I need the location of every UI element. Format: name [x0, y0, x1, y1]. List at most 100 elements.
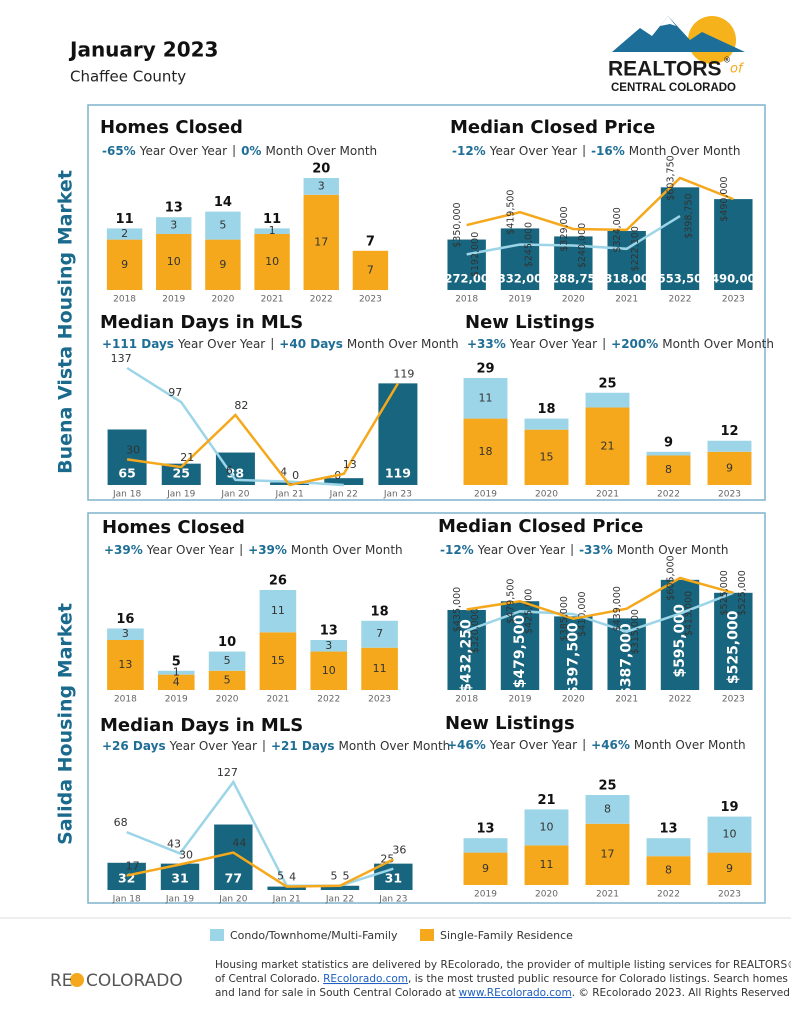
x-tick-label: 2020	[562, 295, 585, 305]
line-label: 119	[393, 367, 414, 380]
line-label: $413,000	[684, 591, 695, 636]
total-label: 25	[598, 376, 616, 391]
line-label: 82	[234, 399, 248, 412]
subtitle-text: Month Over Month	[629, 144, 741, 158]
x-tick-label: 2023	[359, 295, 382, 305]
total-label: 18	[371, 604, 389, 619]
x-tick-label: 2023	[722, 295, 745, 305]
line-label: 68	[114, 816, 128, 829]
chart-subtitle: +40 Days Month Over Month	[279, 337, 458, 351]
line-label: 5	[277, 870, 284, 883]
bar-segment	[205, 211, 241, 240]
segment-label: 3	[325, 639, 332, 652]
chart-subtitle: +21 Days Month Over Month	[271, 739, 450, 753]
line-label: $245,000	[524, 222, 535, 267]
bar	[374, 863, 413, 890]
x-tick-label: Jan 19	[165, 895, 194, 905]
bar-segment	[585, 407, 630, 485]
logo-of: of	[730, 62, 745, 77]
subtitle-text: Month Over Month	[347, 337, 459, 351]
total-label: 10	[218, 635, 236, 650]
bar-segment	[524, 418, 569, 430]
x-tick-label: 2018	[455, 295, 478, 305]
segment-label: 8	[665, 463, 672, 476]
bar-label: 31	[385, 871, 402, 886]
bar-segment	[524, 809, 569, 846]
total-label: 12	[720, 424, 738, 439]
subtitle-text: Month Over Month	[634, 738, 746, 752]
x-tick-label: 2022	[657, 890, 680, 900]
line-label: $603,750	[666, 155, 677, 200]
footer-link: REcolorado.com	[323, 973, 408, 985]
x-tick-label: 2022	[657, 490, 680, 500]
footer-span: Housing market statistics are delivered …	[215, 959, 791, 971]
chart-title: Median Closed Price	[438, 516, 643, 537]
bar	[660, 187, 700, 290]
bar-label: $288,750	[543, 272, 603, 286]
subtitle-text: Year Over Year	[509, 337, 597, 351]
chart-subtitle: -65% Year Over Year	[102, 144, 227, 158]
bar-segment	[585, 392, 630, 408]
segment-label: 10	[540, 820, 554, 833]
bar-label: 119	[385, 466, 411, 481]
chart-subtitle: +26 Days Year Over Year	[102, 739, 257, 753]
bar-label: 25	[173, 466, 190, 481]
line-label: 6	[226, 464, 233, 477]
subtitle-text: Year Over Year	[169, 739, 257, 753]
line-label: 44	[232, 837, 246, 850]
bar	[607, 618, 646, 690]
bar-segment	[157, 674, 195, 690]
bar	[267, 886, 306, 890]
chart-subtitle: +200% Month Over Month	[611, 337, 774, 351]
segment-label: 4	[173, 675, 180, 688]
realtors-logo: REALTORS ® of CENTRAL COLORADO	[608, 16, 745, 94]
x-tick-label: 2020	[535, 490, 558, 500]
subtitle-text: Year Over Year	[146, 543, 234, 557]
bar-segment	[646, 856, 691, 885]
bar-segment	[208, 670, 246, 690]
bar-segment	[259, 632, 297, 690]
logo-region: CENTRAL COLORADO	[611, 82, 736, 94]
segment-label: 9	[121, 258, 128, 271]
subtitle-value: -12%	[440, 543, 474, 557]
segment-label: 9	[726, 862, 733, 875]
segment-label: 1	[269, 224, 276, 237]
line-label: 5	[331, 870, 338, 883]
segment-label: 10	[167, 255, 181, 268]
line-label: $525,000	[719, 570, 730, 615]
segment-label: 7	[376, 627, 383, 640]
subtitle-value: -65%	[102, 144, 136, 158]
segment-label: 8	[604, 802, 611, 815]
bar-label: $272,000	[436, 272, 496, 286]
segment-label: 17	[601, 847, 615, 860]
line-label: $605,000	[666, 555, 677, 600]
total-label: 13	[476, 822, 494, 837]
chart-title: Median Closed Price	[450, 117, 655, 138]
logo-name: REALTORS	[608, 58, 722, 81]
bar-segment	[463, 418, 508, 485]
bar-segment	[106, 239, 143, 290]
x-tick-label: Jan 18	[112, 490, 141, 500]
segment-label: 21	[601, 439, 615, 452]
line	[126, 779, 394, 887]
x-tick-label: 2022	[669, 695, 692, 705]
segment-label: 9	[482, 862, 489, 875]
total-label: 20	[312, 162, 330, 177]
segment-label: 3	[170, 219, 177, 232]
bar-segment	[646, 451, 691, 456]
footer-logo-circle	[70, 973, 84, 987]
total-label: 18	[537, 402, 555, 417]
segment-label: 10	[265, 255, 279, 268]
legend-swatch	[210, 929, 224, 941]
chart-subtitle: 0% Month Over Month	[241, 144, 377, 158]
bar-segment	[303, 194, 339, 290]
line-label: 25	[380, 853, 394, 866]
line	[466, 576, 734, 621]
subtitle-text: Month Over Month	[339, 739, 451, 753]
bar	[714, 592, 753, 690]
bar-segment	[361, 647, 398, 690]
segment-label: 10	[322, 664, 336, 677]
line	[126, 366, 344, 487]
line	[466, 591, 734, 634]
